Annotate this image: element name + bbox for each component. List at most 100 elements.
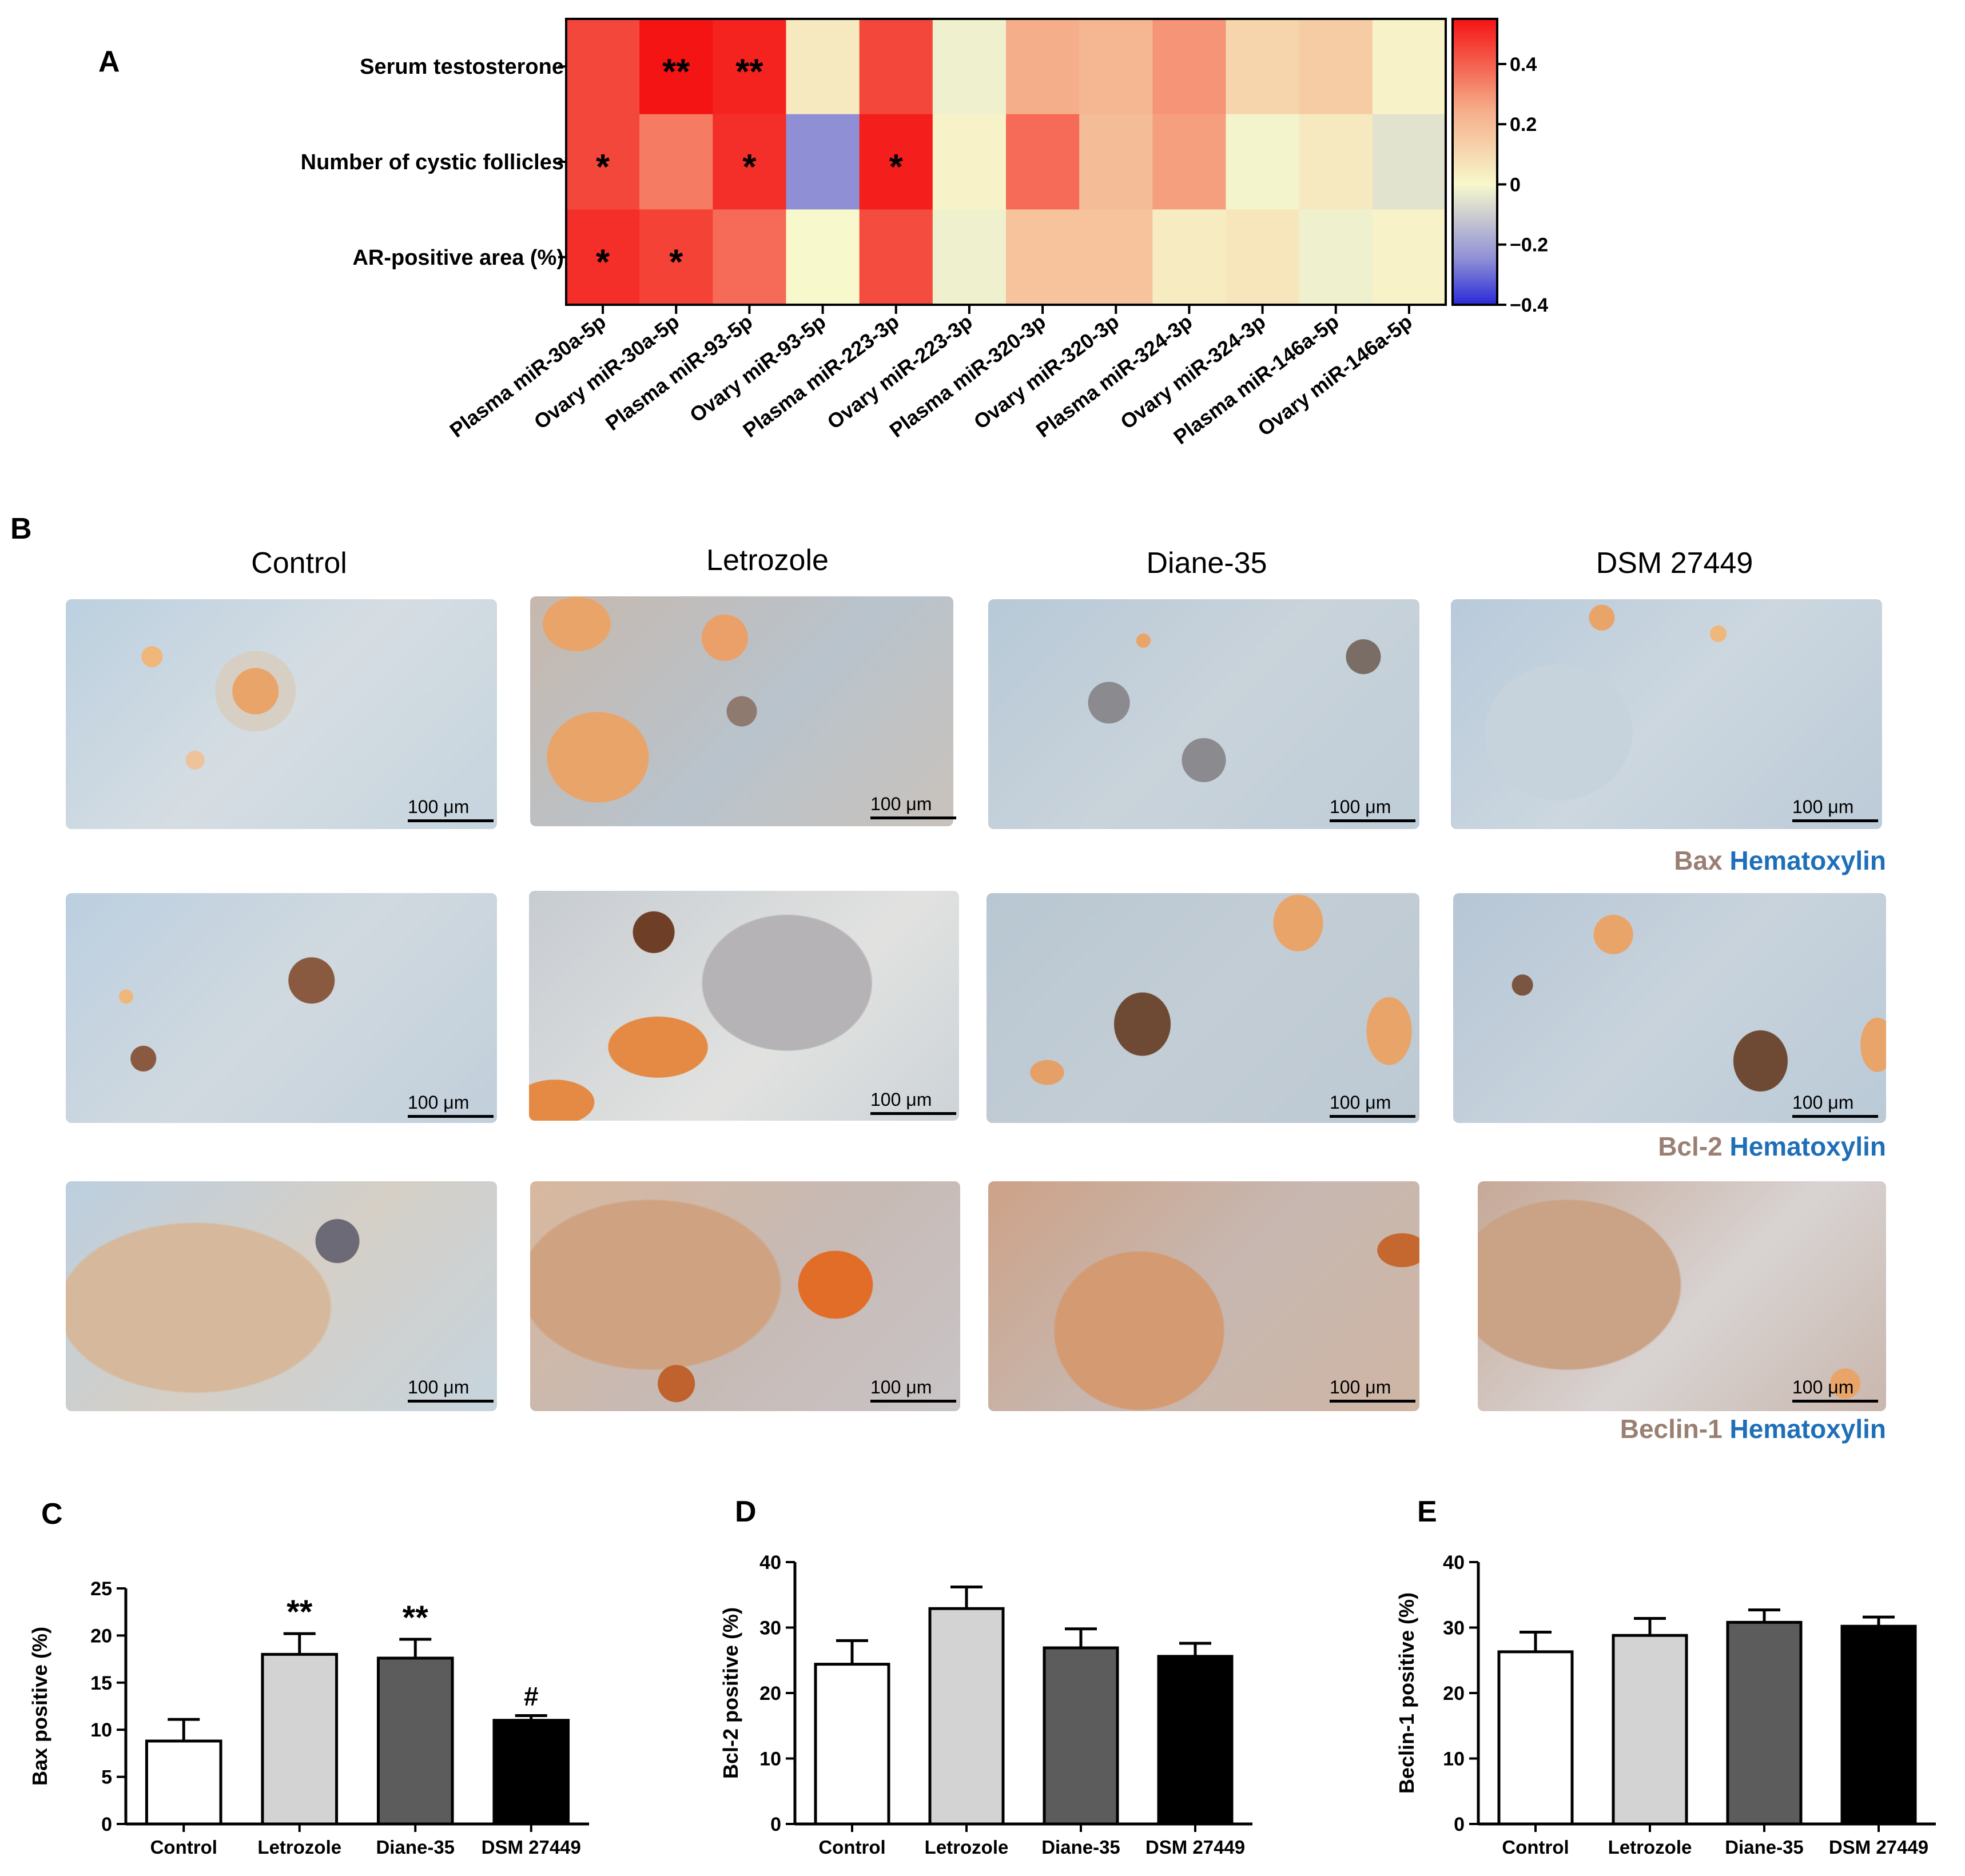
bar [1840, 1624, 1917, 1826]
micrograph-beclin1-control [66, 1181, 497, 1411]
y-tick-label: 0 [770, 1814, 781, 1835]
heatmap-cell [859, 114, 933, 210]
scale-bar [870, 1400, 956, 1403]
significance-star: * [596, 243, 610, 282]
x-tick-label: Diane-35 [1725, 1837, 1804, 1858]
heatmap-cell [1006, 19, 1080, 115]
y-tick-label: 15 [90, 1672, 112, 1694]
scale-bar [870, 1112, 956, 1115]
scale-bar [1330, 1400, 1415, 1403]
x-tick-label: Control [1502, 1837, 1569, 1858]
scale-label: 100 μm [1330, 1377, 1391, 1397]
heatmap-cell [932, 114, 1007, 210]
bar-chart-bcl2: 0 10 20 30 40 Bcl-2 positive (%) Control Letroz… [719, 1552, 1252, 1858]
scale-label: 100 μm [1792, 796, 1854, 817]
significance-star: * [596, 148, 610, 187]
heatmap-cell [1372, 19, 1446, 115]
stain-legend-bax: Bax Hematoxylin [1674, 845, 1886, 876]
heatmap-cell [1226, 19, 1300, 115]
heatmap-cell [1299, 19, 1373, 115]
significance-annotation: # [524, 1681, 539, 1711]
stain-marker: Beclin-1 [1620, 1414, 1723, 1444]
y-tick-label: 0 [101, 1814, 112, 1835]
micrograph-beclin1-dsm27449 [1478, 1181, 1886, 1411]
bar [928, 1607, 1005, 1826]
heatmap-cell [713, 19, 786, 115]
y-axis-label: Bcl-2 positive (%) [719, 1607, 742, 1779]
scale-label: 100 μm [870, 1089, 932, 1110]
bar [1497, 1650, 1574, 1826]
scale-bar [1792, 1115, 1878, 1118]
heatmap-cell [932, 209, 1007, 305]
y-axis-label: Beclin-1 positive (%) [1395, 1592, 1418, 1794]
panel-label-b: B [10, 512, 32, 545]
heatmap-cell [786, 19, 860, 115]
scale-label: 100 μm [408, 1377, 470, 1397]
y-tick-label: 25 [90, 1578, 112, 1600]
heatmap-cell [1079, 209, 1153, 305]
column-title-control: Control [251, 547, 347, 580]
heatmap-cell [786, 209, 860, 305]
significance-star: * [742, 148, 757, 187]
heatmap-cell [1006, 114, 1080, 210]
heatmap-cell [566, 209, 640, 305]
micrograph-bax-letrozole [530, 596, 953, 826]
scale-label: 100 μm [1330, 1092, 1391, 1113]
x-tick-label: DSM 27449 [1145, 1837, 1245, 1858]
column-title-dsm27449: DSM 27449 [1596, 547, 1753, 580]
y-tick-label: 40 [759, 1552, 781, 1574]
x-tick-label: DSM 27449 [1829, 1837, 1928, 1858]
significance-star: * [669, 243, 683, 282]
scale-bar [1330, 1115, 1415, 1118]
micrograph-bax-dsm27449 [1451, 599, 1882, 829]
micrograph-beclin1-diane35 [988, 1181, 1419, 1411]
bar [145, 1739, 222, 1826]
heatmap-cell [639, 114, 713, 210]
scale-label: 100 μm [408, 1092, 470, 1113]
significance-annotation: ** [287, 1594, 313, 1631]
heatmap-frame [565, 18, 1447, 306]
x-tick-label: Letrozole [257, 1837, 341, 1858]
scale-bar [408, 1400, 494, 1403]
colorbar-tick-label: 0.4 [1510, 54, 1537, 75]
colorbar-tick-label: −0.4 [1510, 294, 1548, 316]
stain-counter: Hematoxylin [1729, 1414, 1886, 1444]
x-tick-label: Control [150, 1837, 217, 1858]
x-tick-label: Control [818, 1837, 885, 1858]
heatmap-cell [1299, 209, 1373, 305]
heatmap-cell [1006, 209, 1080, 305]
heatmap-cell [859, 19, 933, 115]
heatmap-cell [1152, 209, 1226, 305]
micrograph-bax-control [66, 599, 497, 829]
micrograph-bcl2-dsm27449 [1453, 893, 1886, 1123]
colorbar-tick-label: −0.2 [1510, 234, 1548, 256]
scale-bar [408, 1115, 494, 1118]
scale-bar [1792, 1400, 1878, 1403]
heatmap-cell [1372, 114, 1446, 210]
bar [1726, 1620, 1803, 1826]
heatmap-cell [1226, 209, 1300, 305]
scale-label: 100 μm [1792, 1092, 1854, 1113]
heatmap-cell [859, 209, 933, 305]
heatmap-cell [1079, 19, 1153, 115]
significance-star: ** [735, 52, 763, 91]
panel-label-e: E [1417, 1495, 1437, 1528]
heatmap-cell [713, 209, 786, 305]
heatmap-row-label: Number of cystic follicles [300, 150, 564, 174]
scale-bar [408, 819, 494, 822]
stain-counter: Hematoxylin [1729, 846, 1886, 875]
stain-marker: Bax [1674, 846, 1723, 875]
bar-chart-beclin1: 0 10 20 30 40 Beclin-1 positive (%) Control Let… [1395, 1552, 1936, 1858]
micrograph-bcl2-letrozole [529, 891, 959, 1121]
heatmap-row-label: AR-positive area (%) [352, 246, 564, 270]
scale-label: 100 μm [1330, 796, 1391, 817]
y-tick-label: 30 [759, 1618, 781, 1639]
stain-counter: Hematoxylin [1729, 1132, 1886, 1161]
scale-label: 100 μm [408, 796, 470, 817]
x-tick-label: DSM 27449 [482, 1837, 581, 1858]
micrograph-bax-diane35 [988, 599, 1419, 829]
heatmap-cell [566, 114, 640, 210]
bar-chart-bax: 0 5 10 15 20 25 Bax positive (%) Control Letrozo… [28, 1578, 589, 1858]
micrograph-bcl2-diane35 [987, 893, 1419, 1123]
